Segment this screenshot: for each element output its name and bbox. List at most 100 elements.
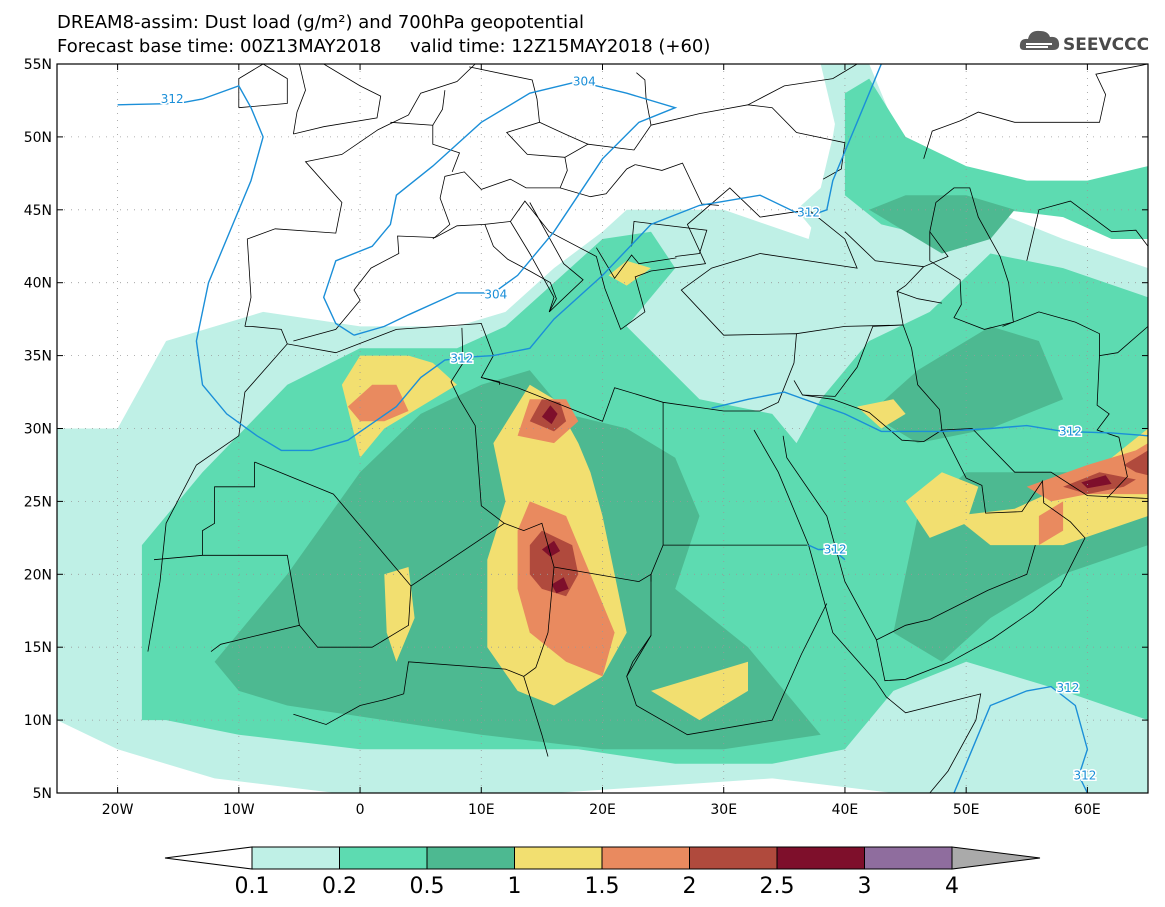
coastline-border [650,544,664,582]
geopotential-contour [117,64,882,452]
colorbar-swatch [251,846,340,870]
coastline-border [650,104,846,180]
coastline-border [403,661,524,694]
lat-tick-label: 35N [24,349,52,365]
coastline-border [1002,311,1148,357]
dust-level-2-5 [541,540,561,557]
coastline-border [802,291,904,397]
lat-tick-label: 40N [24,276,52,292]
colorbar-label: 0.5 [410,874,445,899]
dust-level-1 [608,260,651,286]
lat-tick-label: 45N [24,203,52,219]
contour-label: 312 [824,543,847,557]
dust-level-2-5 [541,405,558,425]
lat-tick-label: 30N [24,422,52,438]
geopotential-contour [953,685,1089,793]
cloud-icon [1019,30,1060,50]
coastline-border [299,585,412,648]
lat-tick-label: 25N [24,494,52,510]
contour-label: 312 [1059,424,1082,438]
coastline-border [244,326,288,345]
colorbar-swatch [776,846,865,870]
colorbar-low-triangle [164,846,253,870]
dust-level-1-5 [347,384,409,422]
geopotential-contours [117,64,1148,793]
coastline-border [796,324,904,335]
coastline-border [293,64,382,135]
dust-level-2 [529,530,579,597]
coastline-border [559,157,568,189]
lat-tick-label: 15N [24,640,52,656]
colorbar: 0.1 0.2 0.5 1 1.5 2 2.5 3 4 [164,846,1041,899]
dust-level-2 [1123,450,1148,476]
coastline-border [481,377,500,385]
colorbar-high-triangle [951,846,1041,870]
lon-tick-label: 40E [832,802,859,818]
dust-level-2-5 [1081,475,1112,489]
coastline-border [626,603,828,736]
coastline-border [631,221,708,257]
colorbar-label: 2 [683,874,697,899]
coastline-border [896,266,942,304]
colorbar-label: 3 [858,874,872,899]
coastline-border [432,90,446,126]
coastline-border [244,64,476,327]
contour-label: 312 [1074,769,1097,783]
lon-tick-label: 50E [953,802,980,818]
coastline-border [747,64,858,106]
dust-level-0-5 [869,195,1015,254]
coastline-border [596,247,677,280]
coastline-border [902,324,943,431]
dust-level-2-5 [551,577,569,594]
colorbar-swatch [689,846,778,870]
colorbar-label: 0.2 [322,874,357,899]
logo: SEEVCCC [1018,24,1153,60]
lat-tick-label: 20N [24,567,52,583]
lon-tick-label: 10E [468,802,495,818]
coastline-border [876,544,1036,641]
contour-label: 312 [797,206,820,220]
contour-labels: 312 304 312 304 312 312 312 312 312 [159,73,1098,784]
colorbar-label: 0.1 [235,874,270,899]
contour-label: 304 [573,74,596,88]
contour-label: 312 [161,92,184,106]
coastline-border [523,566,555,757]
geopotential-contour [711,391,1148,437]
coastline-border [539,121,589,145]
geopotential-contour [808,544,846,561]
coastline-border [484,221,557,313]
colorbar-swatch [339,846,428,870]
colorbar-swatch [426,846,515,870]
map-title: DREAM8-assim: Dust load (g/m²) and 700hP… [57,12,584,33]
coastline-border [147,187,858,652]
lon-tick-label: 30E [710,802,737,818]
contour-label: 312 [1057,681,1080,695]
coastline-border [450,327,505,524]
dust-level-1 [905,472,979,538]
coastline-border [1026,200,1148,261]
lon-tick-label: 20W [102,802,134,818]
coastline-border [1096,355,1128,499]
coastline-border [293,693,404,725]
coastline-border [293,224,485,342]
dust-level-1 [954,428,1148,546]
colorbar-label: 1.5 [585,874,620,899]
logo-text: SEEVCCC [1063,35,1149,55]
lon-tick-label: 20E [589,802,616,818]
lon-tick-label: 0 [356,802,365,818]
lat-tick-label: 10N [24,713,52,729]
colorbar-label: 1 [508,874,522,899]
longitude-axis: 20W 10W 0 10E 20E 30E 40E 50E 60E [102,64,1101,818]
lon-tick-label: 60E [1074,802,1101,818]
dust-level-1 [384,567,415,662]
geopotential-contour [322,80,678,336]
colorbar-swatch [601,846,690,870]
contour-label: 304 [484,287,507,301]
coastline-border [432,164,636,240]
lat-tick-label: 50N [24,130,52,146]
lat-tick-label: 5N [33,786,52,802]
coastline-border [923,64,1148,159]
lon-tick-label: 10W [223,802,255,818]
coastline-border [390,121,461,173]
